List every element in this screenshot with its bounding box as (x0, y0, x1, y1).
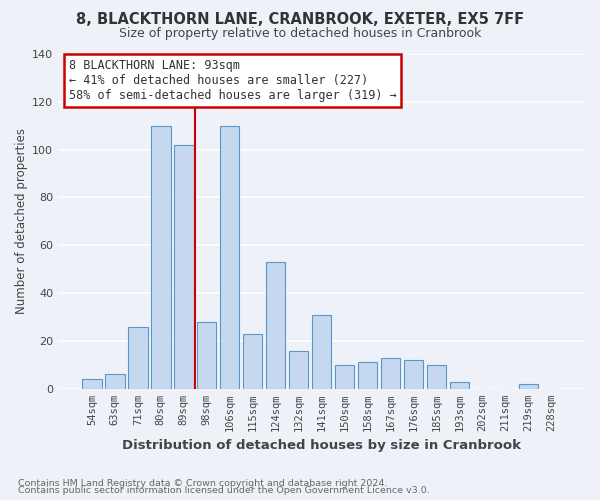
Bar (312, 314, 331, 389)
Bar (174, 145, 194, 389)
Bar (197, 322, 217, 389)
Text: Size of property relative to detached houses in Cranbrook: Size of property relative to detached ho… (119, 28, 481, 40)
Y-axis label: Number of detached properties: Number of detached properties (15, 128, 28, 314)
Bar (381, 358, 400, 389)
X-axis label: Distribution of detached houses by size in Cranbrook: Distribution of detached houses by size … (122, 440, 521, 452)
Bar (243, 334, 262, 389)
Bar (404, 360, 423, 389)
Bar (220, 126, 239, 389)
Text: 8, BLACKTHORN LANE, CRANBROOK, EXETER, EX5 7FF: 8, BLACKTHORN LANE, CRANBROOK, EXETER, E… (76, 12, 524, 28)
Text: 8 BLACKTHORN LANE: 93sqm
← 41% of detached houses are smaller (227)
58% of semi-: 8 BLACKTHORN LANE: 93sqm ← 41% of detach… (68, 59, 397, 102)
Bar (427, 365, 446, 389)
Bar (128, 326, 148, 389)
Bar (518, 384, 538, 389)
Bar (289, 350, 308, 389)
Bar (266, 262, 286, 389)
Bar (449, 382, 469, 389)
Bar (82, 379, 101, 389)
Bar (358, 362, 377, 389)
Bar (105, 374, 125, 389)
Text: Contains HM Land Registry data © Crown copyright and database right 2024.: Contains HM Land Registry data © Crown c… (18, 478, 388, 488)
Text: Contains public sector information licensed under the Open Government Licence v3: Contains public sector information licen… (18, 486, 430, 495)
Bar (151, 126, 170, 389)
Bar (335, 365, 355, 389)
